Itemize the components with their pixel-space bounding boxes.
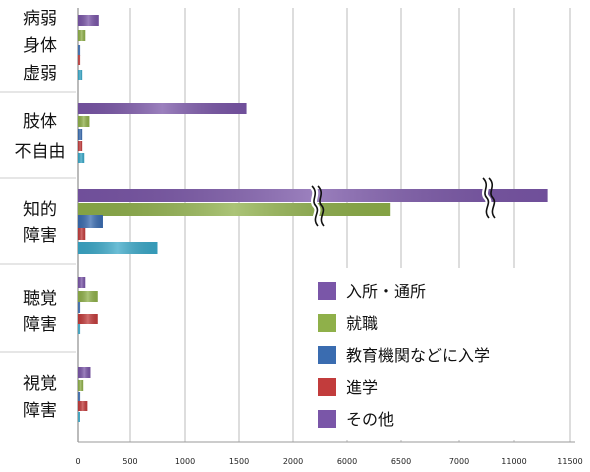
x-tick-label: 11000 xyxy=(501,457,526,466)
bar-shading xyxy=(78,45,81,56)
category-label: 虚弱 xyxy=(23,64,57,84)
bar-shading xyxy=(78,129,83,140)
legend-label: 進学 xyxy=(346,378,378,397)
break-line xyxy=(482,177,490,219)
legend-label: 教育機関などに入学 xyxy=(346,346,490,365)
bar-shading xyxy=(78,203,391,216)
x-tick-label: 1000 xyxy=(175,457,195,466)
category-label: 障害 xyxy=(23,401,57,421)
bar-shading xyxy=(78,55,81,65)
break-line xyxy=(311,185,319,227)
legend-swatch xyxy=(318,410,336,428)
category-separators xyxy=(0,91,76,353)
category-label: 不自由 xyxy=(15,142,66,162)
bar-shading xyxy=(78,367,91,378)
category-label: 知的 xyxy=(23,200,57,220)
legend-label: その他 xyxy=(346,410,394,429)
bar-shading xyxy=(78,242,158,254)
category-label: 障害 xyxy=(23,226,57,246)
x-tick-labels: 0 500 1000 1500 2000 6000 6500 7000 11000 11500 xyxy=(75,457,582,466)
legend-swatch xyxy=(318,346,336,364)
bar-shading xyxy=(78,412,80,422)
x-tick-label: 11500 xyxy=(557,457,582,466)
bar-shading xyxy=(78,401,88,411)
category-label: 障害 xyxy=(23,315,57,335)
bar-shading xyxy=(78,15,99,26)
category-label: 身体 xyxy=(23,36,57,56)
bar-shading xyxy=(78,103,247,114)
bar-shading xyxy=(78,141,83,151)
category-label: 聴覚 xyxy=(23,289,57,309)
x-tick-label: 1500 xyxy=(229,457,249,466)
bar-shading xyxy=(78,153,85,163)
bar-shading xyxy=(78,30,86,41)
bar-shading xyxy=(78,324,81,334)
bar-shading xyxy=(78,116,90,127)
bar-shading xyxy=(78,228,86,240)
x-tick-label: 0 xyxy=(75,457,80,466)
bar-shading xyxy=(78,215,103,228)
bar-shading xyxy=(78,70,83,80)
legend-swatch xyxy=(318,314,336,332)
bar-shading xyxy=(78,302,81,313)
x-tick-label: 7000 xyxy=(449,457,469,466)
category-label: 視覚 xyxy=(23,374,57,394)
x-tick-label: 2000 xyxy=(283,457,303,466)
bar-shading xyxy=(78,380,84,391)
category-label: 肢体 xyxy=(23,112,57,132)
gridlines xyxy=(77,8,575,443)
x-tick-label: 500 xyxy=(122,457,137,466)
category-label: 病弱 xyxy=(23,9,57,29)
legend-swatch xyxy=(318,378,336,396)
break-line xyxy=(317,185,325,227)
x-tick-label: 6500 xyxy=(391,457,411,466)
bar-shading xyxy=(78,392,81,403)
legend-label: 入所・通所 xyxy=(346,282,426,301)
legend-box xyxy=(306,268,528,440)
bar-shading xyxy=(78,314,98,324)
break-line xyxy=(488,177,496,219)
x-tick-label: 6000 xyxy=(337,457,357,466)
legend-swatch xyxy=(318,282,336,300)
bar-shading xyxy=(78,291,98,302)
legend-label: 就職 xyxy=(346,314,378,333)
bar-shading xyxy=(78,277,86,288)
axis-break-marks xyxy=(309,175,496,228)
